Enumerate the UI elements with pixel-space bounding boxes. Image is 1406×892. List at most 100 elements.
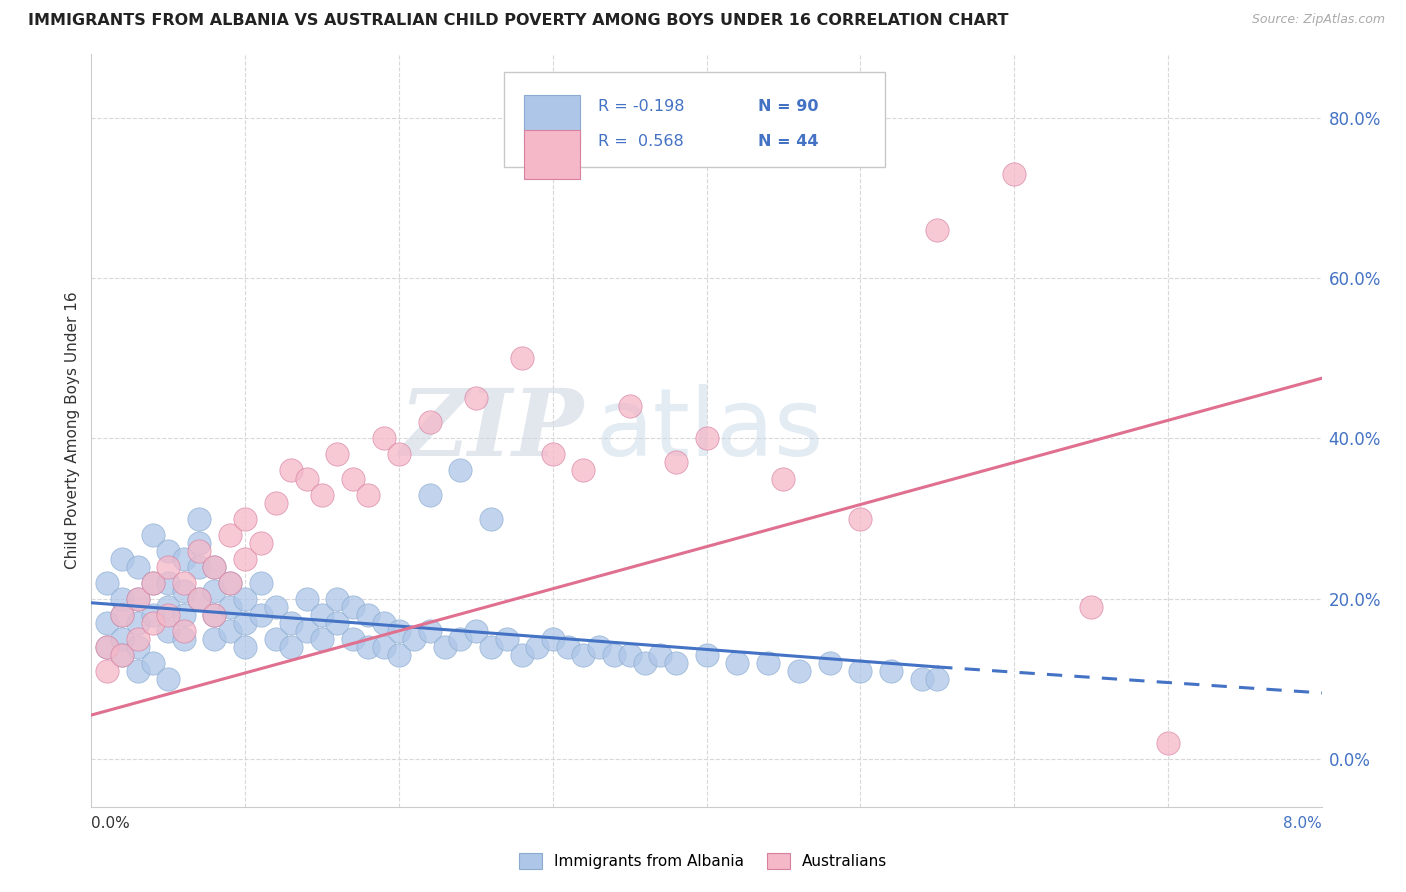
Point: [634, 656, 657, 670]
Point: [541, 447, 564, 461]
Point: [127, 559, 149, 574]
Point: [434, 640, 457, 654]
Point: [280, 640, 302, 654]
Point: [202, 607, 225, 622]
Point: [388, 447, 411, 461]
Point: [927, 223, 949, 237]
Point: [127, 664, 149, 678]
Text: IMMIGRANTS FROM ALBANIA VS AUSTRALIAN CHILD POVERTY AMONG BOYS UNDER 16 CORRELAT: IMMIGRANTS FROM ALBANIA VS AUSTRALIAN CH…: [28, 13, 1008, 29]
Point: [173, 575, 195, 590]
Point: [96, 640, 118, 654]
Point: [142, 575, 165, 590]
Point: [264, 599, 287, 614]
Legend: Immigrants from Albania, Australians: Immigrants from Albania, Australians: [513, 847, 893, 875]
Point: [357, 607, 380, 622]
Point: [264, 495, 287, 509]
Point: [127, 640, 149, 654]
Point: [173, 583, 195, 598]
Point: [388, 648, 411, 662]
Point: [173, 551, 195, 566]
Point: [157, 575, 180, 590]
Point: [142, 575, 165, 590]
Point: [218, 575, 240, 590]
Point: [357, 487, 380, 501]
Point: [1080, 599, 1102, 614]
Point: [572, 463, 595, 477]
Point: [849, 511, 872, 525]
Point: [111, 551, 134, 566]
Point: [249, 535, 271, 549]
Point: [311, 487, 333, 501]
Point: [911, 672, 934, 686]
Point: [218, 624, 240, 638]
Point: [526, 640, 548, 654]
Point: [1157, 736, 1180, 750]
Point: [787, 664, 810, 678]
FancyBboxPatch shape: [503, 72, 884, 167]
Text: Source: ZipAtlas.com: Source: ZipAtlas.com: [1251, 13, 1385, 27]
Point: [233, 551, 256, 566]
Y-axis label: Child Poverty Among Boys Under 16: Child Poverty Among Boys Under 16: [65, 292, 80, 569]
Point: [142, 656, 165, 670]
Point: [572, 648, 595, 662]
Point: [142, 607, 165, 622]
Point: [357, 640, 380, 654]
Point: [249, 607, 271, 622]
Point: [218, 527, 240, 541]
Point: [927, 672, 949, 686]
Point: [619, 400, 641, 414]
Point: [280, 615, 302, 630]
Point: [142, 615, 165, 630]
Point: [202, 607, 225, 622]
Point: [1002, 167, 1025, 181]
Text: R =  0.568: R = 0.568: [599, 134, 683, 149]
Point: [111, 607, 134, 622]
Point: [695, 648, 717, 662]
Point: [173, 624, 195, 638]
Point: [665, 656, 688, 670]
Point: [665, 455, 688, 469]
Point: [188, 559, 211, 574]
Point: [157, 543, 180, 558]
Point: [173, 607, 195, 622]
Point: [188, 591, 211, 606]
Point: [96, 615, 118, 630]
Point: [388, 624, 411, 638]
Point: [818, 656, 841, 670]
Text: ZIP: ZIP: [399, 385, 583, 475]
Point: [188, 591, 211, 606]
Point: [756, 656, 779, 670]
Point: [311, 607, 333, 622]
Point: [588, 640, 610, 654]
Point: [695, 431, 717, 445]
Point: [404, 632, 426, 646]
Point: [249, 575, 271, 590]
Point: [373, 431, 395, 445]
Point: [772, 471, 794, 485]
Point: [342, 599, 364, 614]
Point: [479, 511, 502, 525]
Point: [111, 648, 134, 662]
Point: [96, 575, 118, 590]
Point: [173, 632, 195, 646]
Point: [464, 392, 486, 406]
Point: [218, 575, 240, 590]
Point: [202, 559, 225, 574]
Point: [619, 648, 641, 662]
Point: [419, 624, 441, 638]
Point: [295, 624, 318, 638]
Point: [218, 599, 240, 614]
Point: [96, 664, 118, 678]
Bar: [524, 95, 579, 144]
Point: [127, 591, 149, 606]
Text: N = 44: N = 44: [758, 134, 818, 149]
Point: [127, 591, 149, 606]
Point: [111, 648, 134, 662]
Point: [326, 615, 349, 630]
Text: R = -0.198: R = -0.198: [599, 99, 685, 114]
Point: [233, 511, 256, 525]
Point: [342, 471, 364, 485]
Point: [557, 640, 579, 654]
Point: [280, 463, 302, 477]
Text: atlas: atlas: [596, 384, 824, 476]
